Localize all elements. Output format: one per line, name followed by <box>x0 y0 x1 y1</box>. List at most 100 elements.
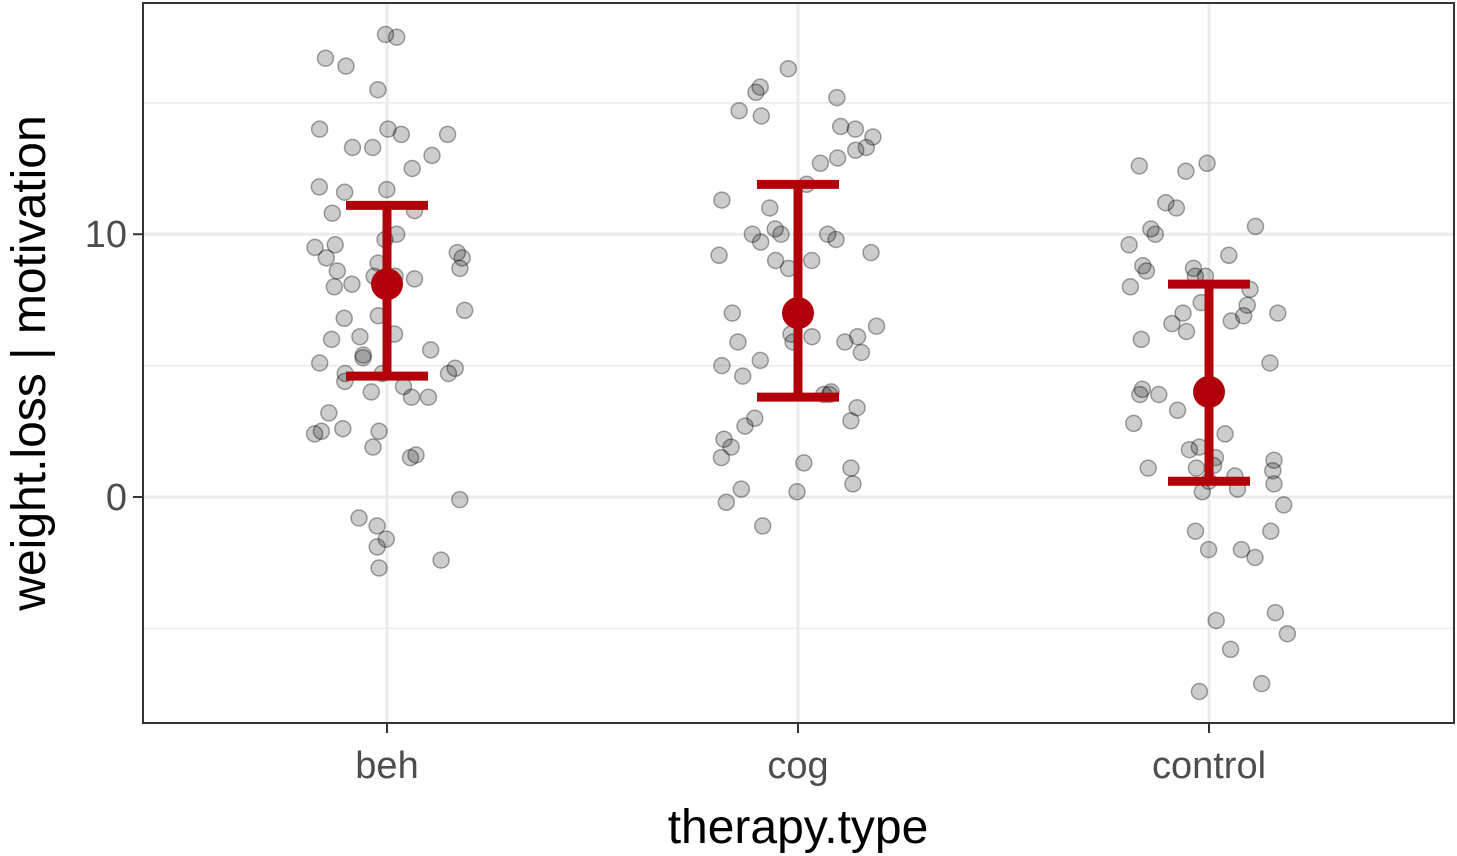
data-point-cog <box>857 138 876 157</box>
data-point-beh <box>453 249 471 267</box>
data-point-beh <box>419 388 438 406</box>
axes: 0 10 beh cog control <box>85 214 1266 787</box>
data-point-beh <box>316 49 335 67</box>
data-point-beh <box>455 301 474 320</box>
data-point-cog <box>772 225 790 243</box>
data-point-cog <box>712 448 731 467</box>
data-point-control <box>1177 322 1196 341</box>
data-point-control <box>1266 603 1285 622</box>
data-point-beh <box>405 270 424 288</box>
data-point-control <box>1187 459 1206 477</box>
y-tick-label: 10 <box>85 214 127 256</box>
data-point-control <box>1278 624 1297 643</box>
data-point-beh <box>448 243 467 262</box>
data-point-beh <box>354 348 372 367</box>
data-point-control <box>1134 257 1152 275</box>
data-point-cog <box>831 117 850 136</box>
data-point-beh <box>351 327 369 346</box>
data-point-beh <box>322 330 341 349</box>
data-point-beh <box>325 278 344 296</box>
data-point-cog <box>827 230 845 249</box>
data-point-cog <box>864 128 882 146</box>
data-point-control <box>1238 296 1256 314</box>
data-point-cog <box>715 430 733 448</box>
data-point-cog <box>729 333 747 351</box>
data-point-beh <box>370 559 388 577</box>
data-point-control <box>1234 306 1253 325</box>
data-point-cog <box>761 199 779 217</box>
x-tick-label: control <box>1152 745 1266 787</box>
summary-intervals <box>346 179 1250 486</box>
data-point-beh <box>387 28 406 46</box>
data-point-cog <box>766 220 784 238</box>
data-point-cog <box>747 83 765 102</box>
data-point-cog <box>751 78 769 96</box>
data-point-beh <box>334 419 352 438</box>
data-point-cog <box>779 59 798 78</box>
data-point-beh <box>403 159 421 178</box>
data-point-cog <box>746 409 764 427</box>
data-point-control <box>1177 162 1195 180</box>
data-point-control <box>1207 611 1225 630</box>
data-point-beh <box>378 180 396 199</box>
data-point-control <box>1142 220 1160 238</box>
data-point-cog <box>846 120 865 138</box>
data-point-beh <box>451 490 469 509</box>
data-point-cog <box>862 243 880 262</box>
data-point-control <box>1265 451 1283 469</box>
data-point-beh <box>370 422 388 441</box>
data-point-cog <box>848 327 867 346</box>
data-point-beh <box>368 538 386 556</box>
data-point-control <box>1264 461 1282 480</box>
data-point-beh <box>363 138 382 157</box>
data-point-cog <box>753 517 772 535</box>
data-point-beh <box>354 346 373 364</box>
data-point-beh <box>323 204 342 222</box>
data-point-control <box>1139 459 1157 477</box>
data-point-beh <box>401 448 420 467</box>
data-point-control <box>1190 682 1209 701</box>
data-point-cog <box>733 367 752 385</box>
data-point-beh <box>438 125 457 144</box>
mean-point-control <box>1193 375 1225 408</box>
data-point-beh <box>402 388 421 406</box>
data-point-control <box>1168 401 1187 420</box>
data-point-beh <box>362 383 381 401</box>
data-point-beh <box>392 125 411 144</box>
data-point-beh <box>320 404 338 422</box>
data-point-beh <box>439 364 458 383</box>
data-point-beh <box>369 80 387 99</box>
data-point-control <box>1130 157 1149 175</box>
data-point-control <box>1198 154 1216 173</box>
data-point-beh <box>326 236 344 254</box>
data-point-control <box>1157 193 1175 212</box>
data-point-control <box>1261 354 1279 372</box>
data-point-control <box>1216 425 1234 443</box>
data-point-cog <box>795 454 813 472</box>
data-point-control <box>1222 312 1241 330</box>
data-point-control <box>1186 522 1205 540</box>
x-tick-label: beh <box>355 745 418 787</box>
data-point-beh <box>335 309 353 328</box>
data-point-cog <box>803 327 821 346</box>
data-point-cog <box>713 191 731 209</box>
x-axis-title: therapy.type <box>668 801 929 854</box>
data-point-beh <box>317 249 336 267</box>
data-point-beh <box>376 25 395 44</box>
data-point-cog <box>846 141 865 159</box>
data-point-beh <box>379 120 397 138</box>
data-point-cog <box>766 251 785 270</box>
data-point-control <box>1274 496 1293 514</box>
data-point-control <box>1232 540 1251 559</box>
data-point-cog <box>844 475 862 493</box>
data-point-beh <box>312 422 331 441</box>
data-point-cog <box>842 412 860 430</box>
data-point-control <box>1180 440 1199 459</box>
data-point-beh <box>343 138 362 157</box>
data-point-beh <box>377 530 396 548</box>
data-point-cog <box>732 480 751 498</box>
data-point-control <box>1193 483 1212 501</box>
data-point-cog <box>788 483 806 501</box>
data-point-beh <box>310 120 329 138</box>
